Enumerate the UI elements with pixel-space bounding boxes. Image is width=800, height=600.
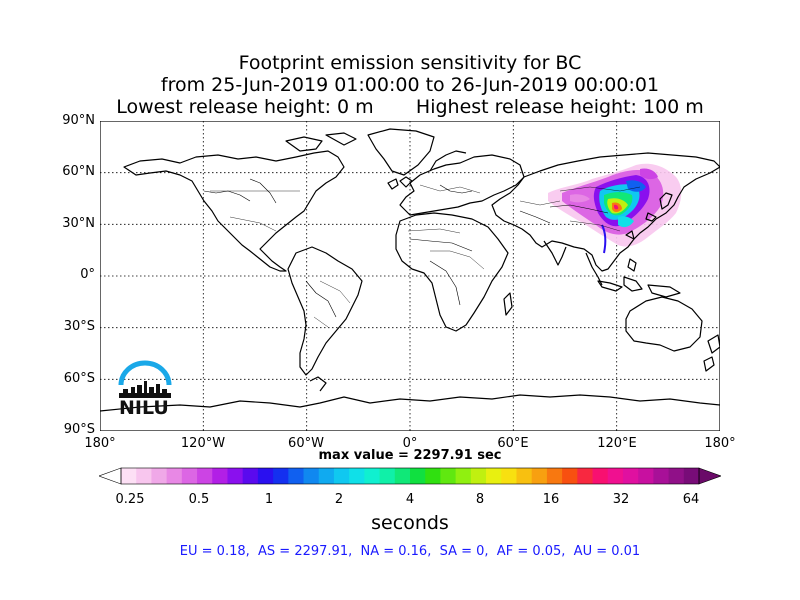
- colorbar-tick-6: 16: [542, 492, 560, 507]
- colorbar-tick-1: 0.5: [188, 492, 210, 507]
- colorbar-cell: [364, 468, 380, 484]
- colorbar-cell: [136, 468, 152, 484]
- colorbar-cell: [607, 468, 624, 484]
- colorbar-cell: [562, 468, 578, 484]
- colorbar-label: seconds: [371, 512, 449, 534]
- colorbar-cell: [394, 468, 411, 484]
- world-map: [100, 121, 720, 431]
- nilu-logo-text: NILU: [119, 397, 169, 419]
- lon-label-120e: 120°E: [597, 436, 637, 451]
- colorbar: [99, 467, 721, 485]
- colorbar-cell: [288, 468, 304, 484]
- colorbar-cell: [349, 468, 365, 484]
- colorbar-cell: [333, 468, 350, 484]
- lat-label-0: 0°: [80, 267, 95, 282]
- colorbar-cell: [425, 468, 441, 484]
- colorbar-cell: [410, 468, 426, 484]
- lat-label-90s: 90°S: [63, 422, 95, 437]
- colorbar-cell: [531, 468, 548, 484]
- colorbar-cell: [486, 468, 502, 484]
- colorbar-cell: [166, 468, 183, 484]
- country-borders: [210, 184, 641, 328]
- colorbar-cell: [273, 468, 289, 484]
- colorbar-cell: [212, 468, 228, 484]
- colorbar-extend-high: [698, 467, 721, 485]
- region-totals: EU = 0.18, AS = 2297.91, NA = 0.16, SA =…: [179, 544, 641, 559]
- colorbar-cell: [318, 468, 335, 484]
- colorbar-cell: [303, 468, 320, 484]
- lon-label-60e: 60°E: [497, 436, 529, 451]
- colorbar-cell: [257, 468, 274, 484]
- colorbar-cell: [121, 468, 137, 484]
- colorbar-cell: [622, 468, 639, 484]
- plot-title-line-3: Lowest release height: 0 m Highest relea…: [116, 96, 704, 118]
- colorbar-cell: [379, 468, 396, 484]
- lon-label-60w: 60°W: [288, 436, 324, 451]
- colorbar-tick-0: 0.25: [115, 492, 145, 507]
- colorbar-cell: [501, 468, 517, 484]
- colorbar-cell: [638, 468, 654, 484]
- colorbar-tick-8: 64: [682, 492, 700, 507]
- lon-label-0: 0°: [402, 436, 418, 451]
- lon-label-120w: 120°W: [180, 436, 226, 451]
- lon-label-180w: 180°: [84, 436, 116, 451]
- plot-title-line-2: from 25-Jun-2019 01:00:00 to 26-Jun-2019…: [160, 74, 660, 96]
- colorbar-cell: [592, 468, 609, 484]
- colorbar-tick-4: 4: [405, 492, 415, 507]
- colorbar-tick-7: 32: [612, 492, 630, 507]
- colorbar-tick-5: 8: [475, 492, 485, 507]
- lat-label-30n: 30°N: [62, 216, 95, 231]
- colorbar-cell: [577, 468, 593, 484]
- lon-label-180e: 180°: [704, 436, 736, 451]
- lat-label-90n: 90°N: [62, 113, 95, 128]
- colorbar-cell: [151, 468, 168, 484]
- colorbar-cell: [470, 468, 487, 484]
- lat-label-30s: 30°S: [63, 319, 95, 334]
- colorbar-cell: [440, 468, 457, 484]
- colorbar-cell: [455, 468, 472, 484]
- colorbar-tick-2: 1: [264, 492, 274, 507]
- lat-label-60n: 60°N: [62, 164, 95, 179]
- colorbar-tick-3: 2: [334, 492, 344, 507]
- max-value-label: max value = 2297.91 sec: [318, 448, 502, 463]
- colorbar-cell: [181, 468, 198, 484]
- colorbar-cell: [546, 468, 563, 484]
- colorbar-cell: [242, 468, 259, 484]
- colorbar-extend-low: [99, 467, 122, 485]
- colorbar-cell: [516, 468, 533, 484]
- colorbar-cell: [197, 468, 213, 484]
- coastlines: [100, 128, 720, 412]
- colorbar-cell: [227, 468, 244, 484]
- plot-title-line-1: Footprint emission sensitivity for BC: [238, 52, 582, 74]
- colorbar-cell: [668, 468, 685, 484]
- colorbar-cell: [683, 468, 700, 484]
- nilu-logo: [118, 360, 172, 398]
- lat-label-60s: 60°S: [63, 371, 95, 386]
- colorbar-cell: [653, 468, 669, 484]
